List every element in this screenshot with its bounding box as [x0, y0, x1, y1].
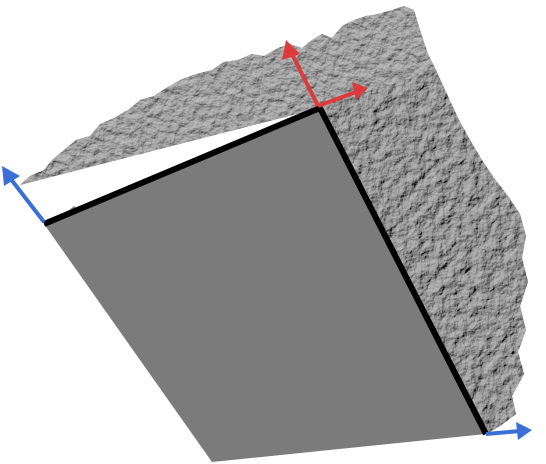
blue-axis-right: [485, 422, 532, 440]
blue-left-arrow-icon: [2, 166, 20, 186]
rough-top-texture: [20, 6, 436, 185]
blue-right-arrow-icon: [516, 422, 532, 440]
red-axis-arrows: [282, 40, 368, 108]
rough-side-texture: [320, 70, 528, 434]
flat-front-face: [44, 108, 486, 462]
red-up-arrow-icon: [282, 40, 300, 60]
blue-axis-left: [2, 166, 46, 224]
red-right-arrow-icon: [352, 82, 368, 100]
top-edge-line: [42, 104, 489, 436]
